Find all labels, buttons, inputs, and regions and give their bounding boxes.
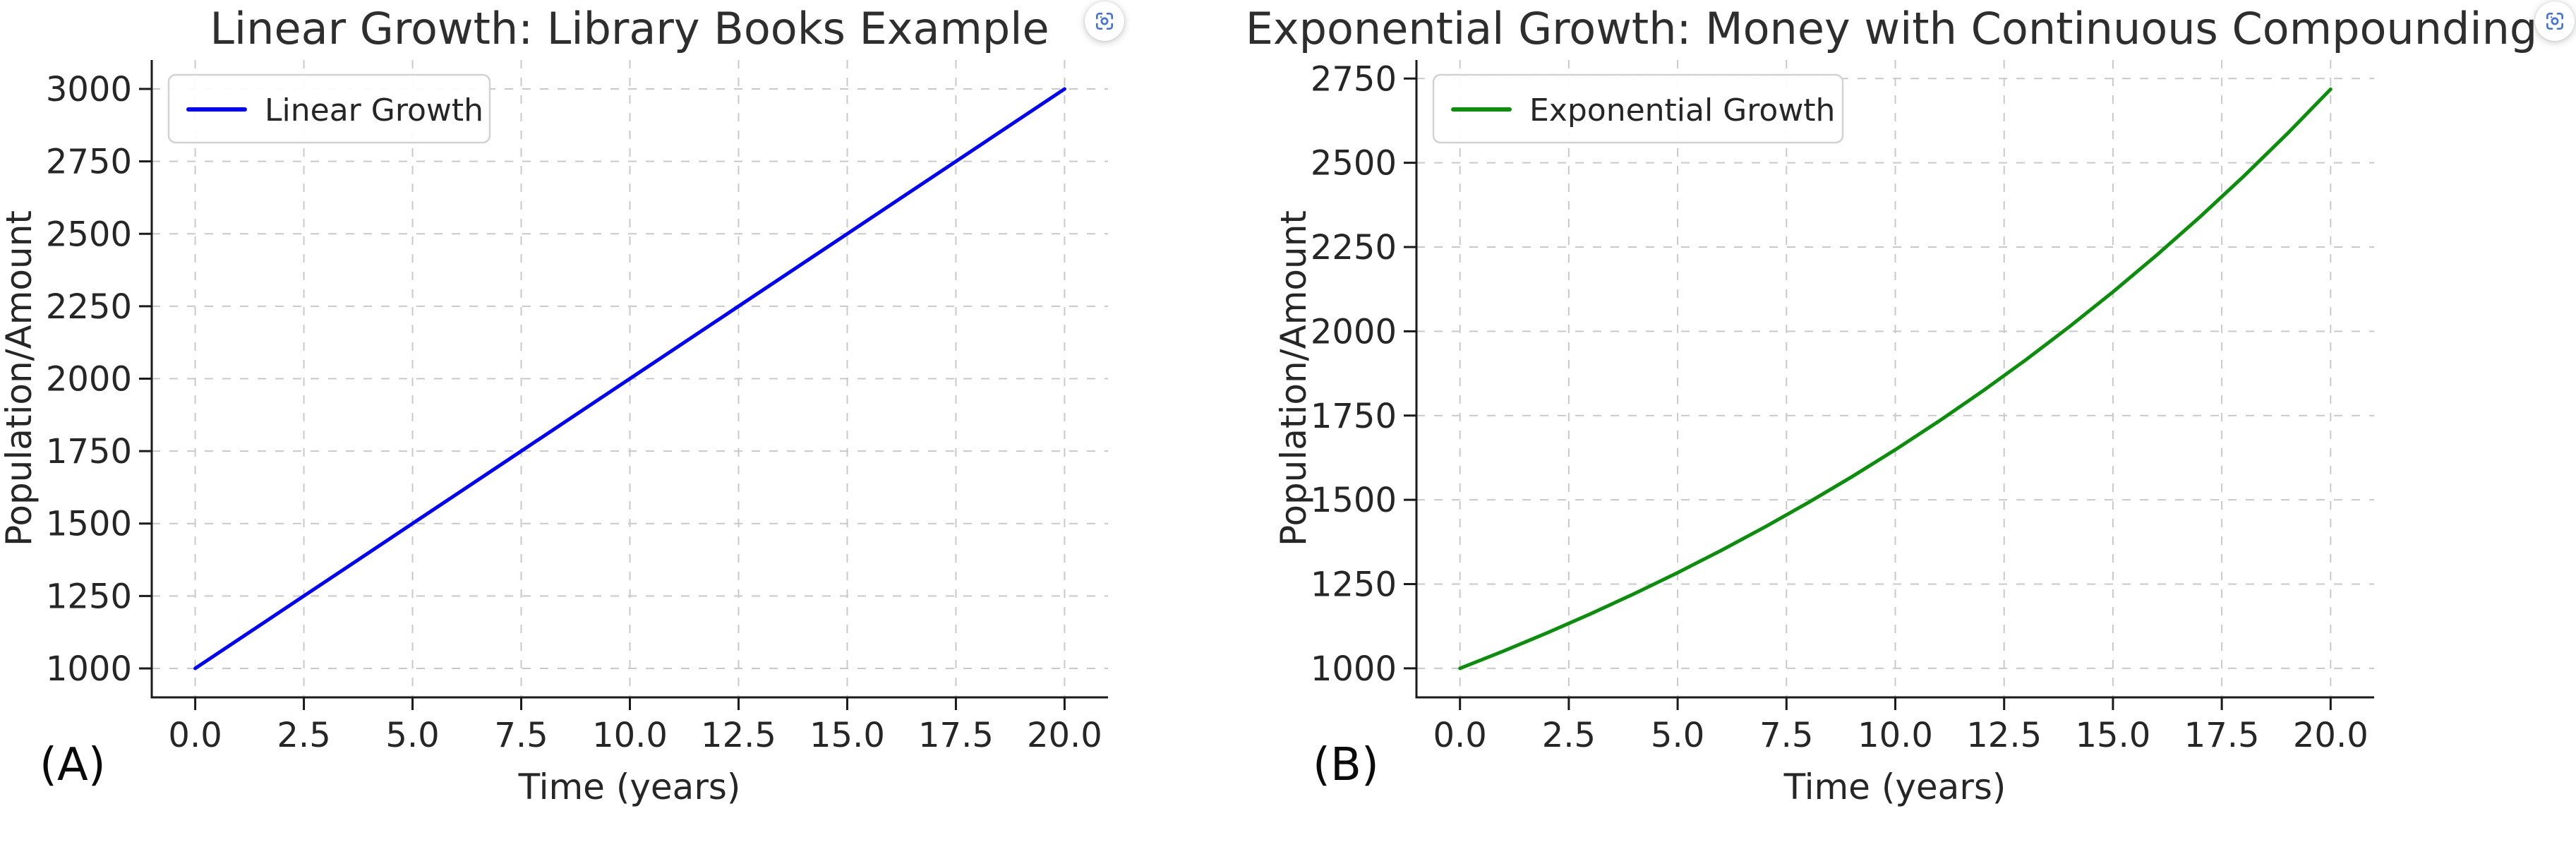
chart-render-layer: 0.0 2.5 5.0 7.5 10.0 12.5 15.0 17.5 20.0 1000 1250… [46,60,1108,755]
x-tick-label: 0.0 [1433,716,1487,755]
chart-title: Linear Growth: Library Books Example [210,3,1049,54]
y-axis-label: Population/Amount [1273,210,1314,546]
y-axis-label: Population/Amount [0,210,40,546]
y-tick-label: 1500 [1311,481,1397,520]
focus-expand-icon [1096,13,1113,30]
y-tick-label: 3000 [46,70,132,109]
y-tick-label: 1750 [1311,397,1397,436]
x-tick-label: 5.0 [1651,716,1704,755]
figure-a: 0.0 2.5 5.0 7.5 10.0 12.5 15.0 17.5 20.0 1000 1250… [0,0,1193,847]
y-tick-label: 2000 [46,360,132,400]
x-tick-label: 2.5 [277,716,330,755]
x-tick-label: 10.0 [1858,716,1933,755]
y-tick-label: 1000 [46,649,132,689]
x-tick-label: 12.5 [1966,716,2042,755]
chart-render-layer: 0.0 2.5 5.0 7.5 10.0 12.5 15.0 17.5 20.0 1000 1250… [1311,59,2374,755]
panel-label-b: (B) [1313,739,1379,791]
series-line-0 [193,87,1066,671]
y-tick-label: 2500 [1311,144,1397,184]
legend-label: Exponential Growth [1529,92,1835,128]
x-axis-label: Time (years) [1783,767,2006,807]
y-tick-label: 2750 [46,143,132,182]
x-tick-label: 15.0 [809,716,885,755]
x-tick-label: 15.0 [2075,716,2150,755]
series-line-1 [1458,87,2333,671]
legend-box [1432,73,1844,144]
y-tick-label: 2750 [1311,59,1397,99]
expand-chart-b-button[interactable] [2535,1,2575,41]
focus-expand-icon [2546,13,2563,30]
x-tick-label: 0.0 [168,716,222,755]
x-tick-label: 10.0 [592,716,668,755]
panel-label-a: (A) [40,739,106,791]
legend-box [167,73,491,144]
x-tick-label: 2.5 [1542,716,1596,755]
x-tick-label: 5.0 [385,716,439,755]
linear-growth-chart: 0.0 2.5 5.0 7.5 10.0 12.5 15.0 17.5 20.0 1000 1250… [0,3,1108,807]
y-tick-label: 1250 [46,577,132,616]
chart-title: Exponential Growth: Money with Continuou… [1246,3,2537,54]
y-tick-label: 2250 [1311,228,1397,268]
expand-chart-a-button[interactable] [1085,1,1124,41]
x-tick-label: 17.5 [918,716,994,755]
x-tick-label: 17.5 [2184,716,2260,755]
y-tick-label: 1750 [46,432,132,471]
x-tick-label: 20.0 [1027,716,1102,755]
y-tick-label: 2500 [46,215,132,254]
y-tick-label: 1250 [1311,565,1397,605]
y-tick-label: 1000 [1311,649,1397,689]
x-tick-label: 7.5 [494,716,548,755]
x-axis-label: Time (years) [518,767,741,807]
x-tick-label: 20.0 [2293,716,2369,755]
x-tick-label: 7.5 [1759,716,1813,755]
figure-b: 0.0 2.5 5.0 7.5 10.0 12.5 15.0 17.5 20.0 1000 1250… [1193,0,2576,847]
y-tick-label: 2250 [46,287,132,327]
y-tick-label: 2000 [1311,312,1397,352]
legend-label: Linear Growth [265,92,483,128]
exponential-growth-chart: 0.0 2.5 5.0 7.5 10.0 12.5 15.0 17.5 20.0 1000 1250… [1246,3,2537,807]
y-tick-label: 1500 [46,505,132,544]
x-tick-label: 12.5 [701,716,776,755]
